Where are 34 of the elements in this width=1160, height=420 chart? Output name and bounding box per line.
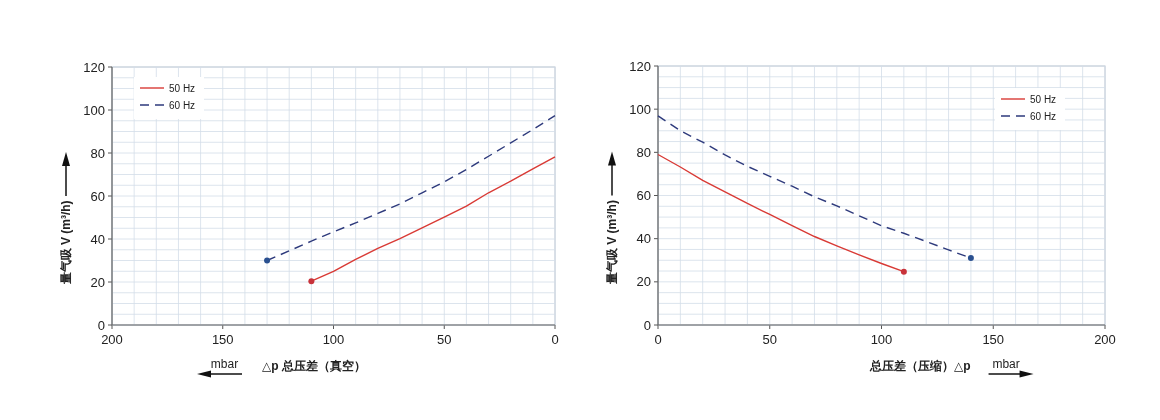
- y-tick-label: 60: [636, 188, 651, 203]
- x-tick-label: 50: [762, 332, 777, 347]
- x-axis-title: 总压差（压缩）△p: [869, 359, 971, 373]
- x-tick-label: 150: [211, 332, 234, 347]
- y-tick-label: 80: [636, 144, 651, 160]
- y-axis-title: 量气吸 V (m³/h): [59, 200, 73, 286]
- legend-label: 50 Hz: [169, 83, 196, 94]
- x-tick-label: 100: [322, 332, 345, 347]
- y-axis-title: 量气吸 V (m³/h): [605, 200, 619, 286]
- x-tick-label: 0: [654, 332, 662, 347]
- y-tick-label: 20: [636, 274, 651, 290]
- y-tick-label: 20: [90, 274, 105, 290]
- y-tick-label: 60: [90, 188, 105, 204]
- y-tick-label: 40: [90, 231, 105, 247]
- y-tick-label: 0: [643, 317, 651, 333]
- text: mbar: [210, 357, 239, 371]
- text: mbar: [992, 357, 1020, 371]
- y-tick-label: 0: [97, 317, 105, 333]
- y-tick-label: 120: [83, 59, 105, 75]
- y-tick-label: 120: [629, 58, 651, 74]
- x-tick-label: 50: [437, 332, 452, 347]
- x-tick-label: 0: [551, 332, 559, 347]
- y-tick-label: 40: [636, 231, 651, 247]
- y-tick-label: 80: [90, 145, 105, 161]
- y-tick-label: 100: [83, 102, 105, 118]
- legend-label: 60 Hz: [169, 100, 196, 111]
- x-tick-label: 200: [101, 332, 123, 347]
- x-tick-label: 200: [1094, 332, 1116, 347]
- x-tick-label: 100: [870, 332, 893, 347]
- legend-label: 60 Hz: [1030, 111, 1057, 122]
- legend-label: 50 Hz: [1030, 94, 1057, 105]
- y-tick-label: 100: [629, 101, 651, 117]
- x-tick-label: 150: [982, 332, 1005, 347]
- x-axis-title: △p 总压差（真空）: [262, 359, 366, 373]
